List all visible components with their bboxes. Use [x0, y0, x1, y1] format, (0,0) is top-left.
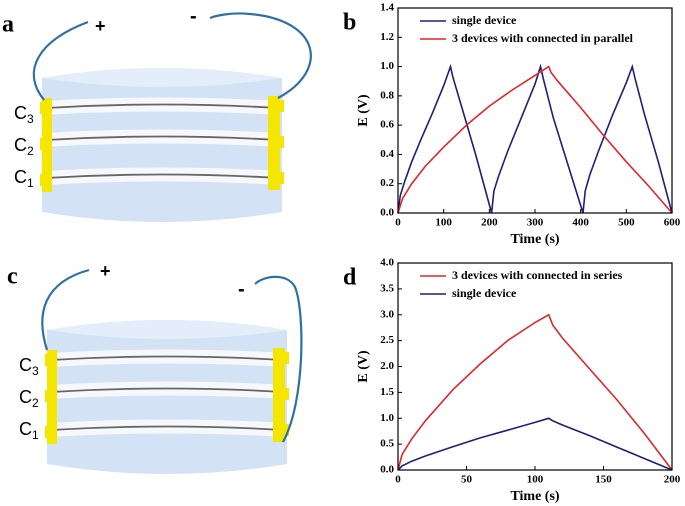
capacitor-index: 1: [32, 428, 39, 442]
capacitor-index: 1: [27, 176, 34, 190]
clip-right: [273, 348, 289, 442]
x-axis-label: Time (s): [510, 489, 559, 504]
minus-sign: -: [238, 278, 245, 300]
minus-sign: -: [190, 5, 197, 27]
separator-band: [49, 349, 285, 367]
clip-left: [40, 98, 52, 192]
plot-frame: [397, 262, 673, 471]
separator-band: [49, 381, 285, 399]
x-tick-label: 500: [618, 217, 635, 229]
separator-band: [44, 129, 280, 147]
y-tick-label: 3.5: [380, 282, 394, 294]
wire-minus: [209, 12, 312, 99]
y-tick-label: 1.0: [380, 60, 394, 72]
legend-label: single device: [452, 286, 517, 300]
series-line: [397, 417, 673, 471]
y-axis-label: E (V): [356, 94, 371, 127]
electrode-line: [50, 387, 284, 393]
plus-sign: +: [100, 261, 111, 281]
capacitor-label: C1: [14, 167, 34, 190]
capacitor-index: 2: [32, 396, 39, 410]
y-tick-label: 1.5: [380, 386, 394, 398]
capacitor-label: C2: [14, 135, 34, 158]
capacitor-letter: C: [14, 167, 27, 187]
x-tick-label: 50: [461, 474, 473, 486]
y-tick-label: 0.0: [380, 464, 394, 476]
y-tick-label: 2.0: [380, 360, 394, 372]
capacitor-label: C3: [19, 355, 39, 378]
capacitor-letter: C: [19, 387, 32, 407]
clip-left: [45, 350, 57, 444]
separator-band: [49, 419, 285, 437]
x-tick-label: 200: [481, 217, 498, 229]
x-tick-label: 200: [664, 474, 681, 486]
separator-band: [44, 97, 280, 115]
cylinder-top: [47, 320, 287, 339]
plot-frame: [397, 7, 673, 214]
electrode-line: [45, 173, 279, 179]
capacitor-label: C1: [19, 419, 39, 442]
capacitor-letter: C: [14, 135, 27, 155]
y-axis-label: E (V): [356, 350, 371, 383]
y-tick-label: 4.0: [380, 257, 394, 269]
y-tick-label: 2.5: [380, 334, 394, 346]
panel-label: d: [343, 265, 357, 291]
x-tick-label: 600: [664, 217, 681, 229]
y-tick-label: 0.6: [380, 119, 394, 131]
electrode-line: [45, 103, 279, 109]
x-tick-label: 0: [395, 474, 401, 486]
capacitor-index: 2: [27, 144, 34, 158]
clip-right: [268, 96, 284, 190]
y-tick-label: 1.0: [380, 412, 394, 424]
cylinder-top: [42, 68, 282, 87]
electrode-line: [45, 135, 279, 141]
capacitor-letter: C: [14, 103, 27, 123]
series-line: [397, 63, 673, 214]
legend-label: 3 devices with connected in parallel: [452, 31, 634, 45]
y-tick-label: 0.5: [380, 438, 394, 450]
capacitor-letter: C: [19, 355, 32, 375]
x-axis-label: Time (s): [510, 232, 559, 247]
y-tick-label: 0.8: [380, 89, 394, 101]
panel-label: b: [343, 10, 356, 36]
plus-sign: +: [95, 16, 106, 36]
legend-label: 3 devices with connected in series: [452, 268, 623, 282]
wire-minus: [254, 275, 303, 443]
y-tick-label: 0.2: [380, 177, 394, 189]
x-tick-label: 400: [572, 217, 589, 229]
x-tick-label: 150: [595, 474, 612, 486]
electrode-line: [50, 425, 284, 431]
electrode-line: [50, 355, 284, 361]
y-tick-label: 1.2: [380, 31, 394, 43]
y-tick-label: 0.4: [380, 148, 394, 160]
capacitor-index: 3: [32, 364, 39, 378]
x-tick-label: 100: [527, 474, 544, 486]
y-tick-label: 1.4: [380, 2, 394, 14]
capacitor-index: 3: [27, 112, 34, 126]
series-line: [397, 65, 673, 214]
capacitor-label: C2: [19, 387, 39, 410]
legend-label: single device: [452, 13, 517, 27]
capacitor-label: C3: [14, 103, 34, 126]
y-tick-label: 3.0: [380, 308, 394, 320]
panel-label: c: [7, 264, 18, 290]
wire-plus: [41, 268, 90, 351]
panel-label: a: [2, 12, 14, 38]
series-line: [397, 313, 673, 471]
x-tick-label: 300: [527, 217, 544, 229]
y-tick-label: 0.0: [380, 207, 394, 219]
wire-plus: [32, 20, 89, 101]
x-tick-label: 0: [395, 217, 401, 229]
x-tick-label: 100: [435, 217, 452, 229]
capacitor-letter: C: [19, 419, 32, 439]
separator-band: [44, 167, 280, 185]
